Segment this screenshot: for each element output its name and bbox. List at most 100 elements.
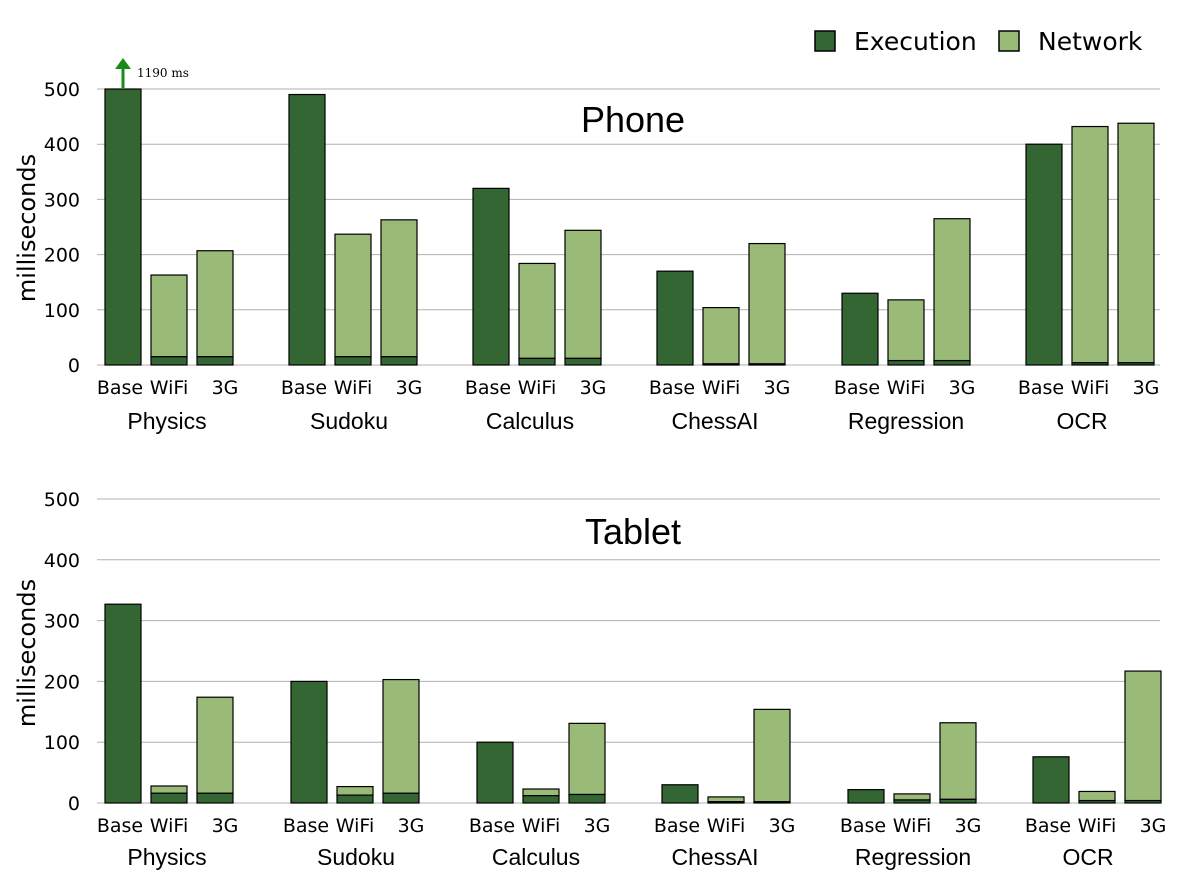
chart-tablet-group-label-ocr: OCR [1062, 844, 1113, 870]
chart-phone-category-label: 3G [580, 377, 607, 399]
chart-tablet-group-label-calculus: Calculus [492, 844, 580, 870]
chart-tablet-bar-network-ocr-wifi [1078, 790, 1116, 802]
chart-phone-bar-execution-calculus-wifi [518, 357, 556, 366]
chart-phone-bar-network-ocr-3g [1117, 122, 1155, 364]
legend-swatch-execution [814, 30, 836, 52]
chart-phone-bar-execution-physics-3g [196, 356, 234, 366]
chart-tablet-category-label: 3G [584, 815, 611, 837]
chart-tablet-category-label: WiFi [893, 815, 931, 837]
chart-tablet-bar-network-sudoku-3g [382, 678, 420, 794]
chart-tablet-bar-execution-calculus-wifi [522, 795, 560, 804]
chart-tablet-category-label: Base [654, 815, 700, 837]
chart-phone-category-label: WiFi [150, 377, 188, 399]
chart-tablet-ylabel: milliseconds [13, 579, 41, 727]
chart-tablet-bar-execution-sudoku-base [290, 680, 328, 804]
chart-phone-category-label: Base [649, 377, 695, 399]
chart-tablet-bar-execution-chessai-wifi [707, 801, 745, 804]
chart-tablet-bar-execution-physics-base [104, 603, 142, 804]
chart-phone-bar-execution-sudoku-3g [380, 356, 418, 366]
chart-phone-bar-network-physics-wifi [150, 274, 188, 358]
chart-tablet-bar-execution-physics-wifi [150, 792, 188, 804]
chart-tablet-bar-network-sudoku-wifi [336, 785, 374, 796]
chart-phone-bar-execution-chessai-base [656, 270, 694, 366]
chart-tablet-category-label: Base [97, 815, 143, 837]
chart-phone-bar-network-sudoku-3g [380, 219, 418, 358]
chart-phone-bar-network-chessai-wifi [702, 306, 740, 365]
chart-tablet-ytick-label: 300 [44, 611, 80, 633]
chart-phone-category-label: Base [465, 377, 511, 399]
chart-tablet-category-label: WiFi [707, 815, 745, 837]
chart-phone-category-label: Base [281, 377, 327, 399]
chart-phone-bar-network-calculus-wifi [518, 262, 556, 359]
chart-phone-category-label: WiFi [334, 377, 372, 399]
chart-phone-category-label: WiFi [702, 377, 740, 399]
chart-phone-category-label: WiFi [1071, 377, 1109, 399]
chart-tablet-ytick-label: 0 [68, 793, 80, 815]
chart-tablet-bar-execution-ocr-base [1032, 756, 1070, 804]
chart-phone-ylabel: milliseconds [13, 154, 41, 302]
chart-tablet-category-label: 3G [769, 815, 796, 837]
chart-phone-category-label: 3G [764, 377, 791, 399]
chart-phone-category-label: Base [97, 377, 143, 399]
chart-tablet-bar-execution-calculus-3g [568, 793, 606, 804]
chart-phone-bar-network-physics-3g [196, 250, 234, 358]
chart-phone-category-label: 3G [1133, 377, 1160, 399]
chart-phone-bar-execution-calculus-base [472, 187, 510, 366]
chart-phone-group-label-calculus: Calculus [486, 408, 574, 434]
chart-tablet-category-label: WiFi [1078, 815, 1116, 837]
chart-tablet-category-label: 3G [212, 815, 239, 837]
chart-tablet-bar-execution-regression-base [847, 789, 885, 804]
chart-phone-bar-execution-ocr-base [1025, 143, 1063, 366]
chart-phone-group-label-ocr: OCR [1056, 408, 1107, 434]
chart-tablet-title: Tablet [585, 511, 681, 552]
chart-phone-bar-network-ocr-wifi [1071, 125, 1109, 364]
chart-phone-bar-network-regression-3g [933, 218, 971, 362]
chart-phone-bar-network-chessai-3g [748, 242, 786, 365]
chart-phone-group-label-regression: Regression [848, 408, 964, 434]
chart-tablet-bar-execution-ocr-3g [1124, 799, 1162, 804]
chart-tablet-category-label: WiFi [150, 815, 188, 837]
chart-phone-category-label: Base [834, 377, 880, 399]
chart-tablet-bar-network-calculus-3g [568, 722, 606, 796]
chart-phone-bar-network-calculus-3g [564, 229, 602, 359]
chart-tablet-group-label-sudoku: Sudoku [317, 844, 395, 870]
legend-swatch-network [998, 30, 1020, 52]
chart-phone-bar-execution-chessai-3g [748, 363, 786, 366]
chart-tablet-category-label: Base [840, 815, 886, 837]
chart-phone-ytick-label: 100 [44, 300, 80, 322]
chart-tablet-bar-execution-sudoku-3g [382, 792, 420, 804]
chart-phone-bar-execution-regression-base [841, 292, 879, 366]
chart-tablet-ytick-label: 200 [44, 671, 80, 693]
chart-phone-ytick-label: 0 [68, 355, 80, 377]
chart-phone-bar-execution-regression-wifi [887, 359, 925, 366]
chart-phone-category-label: 3G [949, 377, 976, 399]
chart-tablet-group-label-physics: Physics [127, 844, 206, 870]
chart-phone-bar-execution-ocr-wifi [1071, 362, 1109, 366]
chart-tablet-bar-network-chessai-wifi [707, 796, 745, 803]
chart-tablet-bar-execution-regression-wifi [893, 799, 931, 804]
chart-phone-bar-network-sudoku-wifi [334, 233, 372, 358]
chart-tablet-ytick-label: 100 [44, 732, 80, 754]
chart-phone-bar-execution-physics-wifi [150, 356, 188, 366]
chart-phone-overflow-arrow-icon [115, 58, 131, 69]
chart-phone-bar-execution-calculus-3g [564, 357, 602, 366]
chart-tablet-bar-execution-calculus-base [476, 741, 514, 804]
chart-phone-category-label: WiFi [518, 377, 556, 399]
chart-phone-ytick-label: 300 [44, 189, 80, 211]
chart-phone-category-label: 3G [212, 377, 239, 399]
chart-phone-bar-execution-chessai-wifi [702, 363, 740, 366]
chart-tablet-bar-network-regression-3g [939, 722, 977, 800]
chart-phone-category-label: 3G [396, 377, 423, 399]
chart-phone-bar-execution-ocr-3g [1117, 362, 1155, 366]
chart-tablet-bar-network-ocr-3g [1124, 670, 1162, 802]
chart-phone-ytick-label: 200 [44, 245, 80, 267]
chart-tablet-category-label: Base [469, 815, 515, 837]
chart-tablet-category-label: WiFi [522, 815, 560, 837]
chart-tablet-category-label: 3G [955, 815, 982, 837]
chart-tablet-bar-execution-chessai-base [661, 784, 699, 804]
chart-tablet-ytick-label: 400 [44, 550, 80, 572]
chart-tablet-bar-execution-physics-3g [196, 792, 234, 804]
chart-tablet-category-label: Base [1025, 815, 1071, 837]
legend-label-execution: Execution [854, 27, 977, 56]
